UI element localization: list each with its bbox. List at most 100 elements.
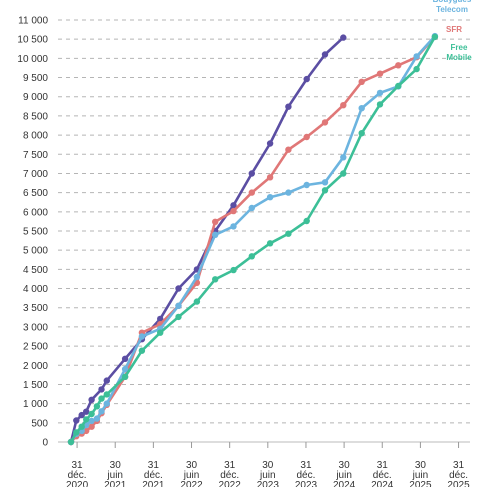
direct-label-line: Mobile <box>446 53 472 62</box>
y-tick-label: 10 000 <box>17 54 48 65</box>
data-point <box>98 386 105 393</box>
data-point <box>73 429 80 436</box>
data-point <box>303 181 310 189</box>
data-point <box>121 373 129 380</box>
y-tick-label: 2 000 <box>23 361 48 372</box>
x-tick-label-line: déc. <box>297 470 316 481</box>
y-tick-label: 8 000 <box>23 131 48 142</box>
x-tick-label: 30 juin 2023 <box>257 460 280 487</box>
data-point <box>395 82 402 90</box>
axes <box>58 441 470 448</box>
data-point <box>321 119 329 126</box>
x-tick-label: 31 déc. 2024 <box>371 460 394 487</box>
data-point <box>340 34 347 41</box>
x-tick-label-line: juin <box>259 470 276 481</box>
direct-label: Free Mobile <box>446 43 472 62</box>
y-tick-label: 3 000 <box>23 322 48 333</box>
x-tick-label-line: 2025 <box>447 480 470 487</box>
y-tick-label: 9 500 <box>23 73 48 84</box>
direct-label-line: Bouygues <box>433 0 472 4</box>
data-point <box>78 411 85 419</box>
y-tick-label: 1 500 <box>23 380 48 391</box>
data-point <box>248 253 255 260</box>
data-point <box>266 240 274 247</box>
series-sfr <box>67 33 439 446</box>
data-point <box>248 170 255 177</box>
x-tick-label: 30 juin 2025 <box>409 460 432 487</box>
x-tick-label-line: 2021 <box>142 480 165 487</box>
x-tick-label-line: juin <box>412 470 429 481</box>
data-point <box>230 266 237 274</box>
direct-label-line: Telecom <box>436 5 468 14</box>
x-tick-label-line: 2022 <box>180 480 203 487</box>
y-tick-label: 11 000 <box>18 16 48 27</box>
y-tick-label: 7 500 <box>23 150 48 161</box>
x-tick-label-line: 30 <box>262 460 274 471</box>
x-tick-label-line: 31 <box>377 460 389 471</box>
x-tick-label: 31 déc. 2023 <box>295 460 318 487</box>
direct-label: SFR <box>446 25 462 34</box>
y-tick-label: 1 000 <box>23 399 48 410</box>
x-tick-label-line: 31 <box>300 460 312 471</box>
x-tick-label-line: déc. <box>68 470 87 481</box>
x-tick-label-line: 2024 <box>371 480 394 487</box>
x-tick-label-line: 30 <box>186 460 198 471</box>
y-tick-label: 10 500 <box>17 35 48 46</box>
data-point <box>73 417 80 424</box>
data-point <box>266 140 274 147</box>
data-point <box>103 400 111 407</box>
data-point <box>376 70 384 77</box>
x-tick-label-line: 2023 <box>257 480 280 487</box>
grid-lines <box>58 19 470 424</box>
data-point <box>83 416 90 423</box>
x-tick-label-line: 2023 <box>295 480 318 487</box>
y-tick-label: 8 500 <box>23 111 48 122</box>
data-point <box>285 103 292 110</box>
y-tick-label: 6 000 <box>23 207 48 218</box>
y-tick-label: 6 500 <box>23 188 48 199</box>
direct-label: BouyguesTelecom <box>433 0 472 14</box>
data-point <box>93 403 101 410</box>
data-point <box>88 417 95 425</box>
data-point <box>431 33 439 41</box>
direct-label-line: Free <box>451 43 468 52</box>
x-tick-label: 30 juin 2022 <box>180 460 203 487</box>
x-tick-label: 30 juin 2024 <box>333 460 356 487</box>
x-tick-label: 31 déc. 2020 <box>66 460 89 487</box>
data-point <box>212 276 219 283</box>
y-tick-labels: 0 500 1 000 1 500 2 000 2 500 3 000 3 500 4 000 4… <box>17 16 48 449</box>
x-tick-label: 30 juin 2021 <box>104 460 127 487</box>
data-point <box>321 179 329 186</box>
x-tick-label-line: 30 <box>339 460 351 471</box>
data-point <box>138 347 146 354</box>
direct-label-line: SFR <box>446 25 462 34</box>
x-tick-label-line: 31 <box>72 460 84 471</box>
data-point <box>340 102 347 109</box>
y-tick-label: 5 500 <box>23 227 48 238</box>
y-tick-label: 500 <box>31 418 48 429</box>
data-point <box>303 75 310 83</box>
x-tick-label: 31 déc. 2022 <box>219 460 242 487</box>
data-point <box>88 423 95 430</box>
data-point <box>248 189 255 196</box>
y-tick-label: 2 500 <box>23 342 48 353</box>
x-tick-label-line: juin <box>335 470 352 481</box>
x-tick-label-line: déc. <box>449 470 468 481</box>
data-point <box>303 217 310 225</box>
data-point <box>121 355 129 362</box>
data-point <box>376 101 384 108</box>
y-tick-label: 4 000 <box>23 284 48 295</box>
data-point <box>193 273 201 281</box>
data-point <box>413 65 420 73</box>
data-point <box>321 51 329 58</box>
x-tick-label-line: déc. <box>144 470 163 481</box>
x-tick-label-line: juin <box>183 470 200 481</box>
data-point <box>413 53 420 60</box>
data-point <box>212 231 219 238</box>
x-tick-label-line: juin <box>106 470 123 481</box>
data-point <box>175 302 182 309</box>
x-tick-label-line: 2025 <box>409 480 432 487</box>
series-bouygues-telecom <box>67 32 439 446</box>
